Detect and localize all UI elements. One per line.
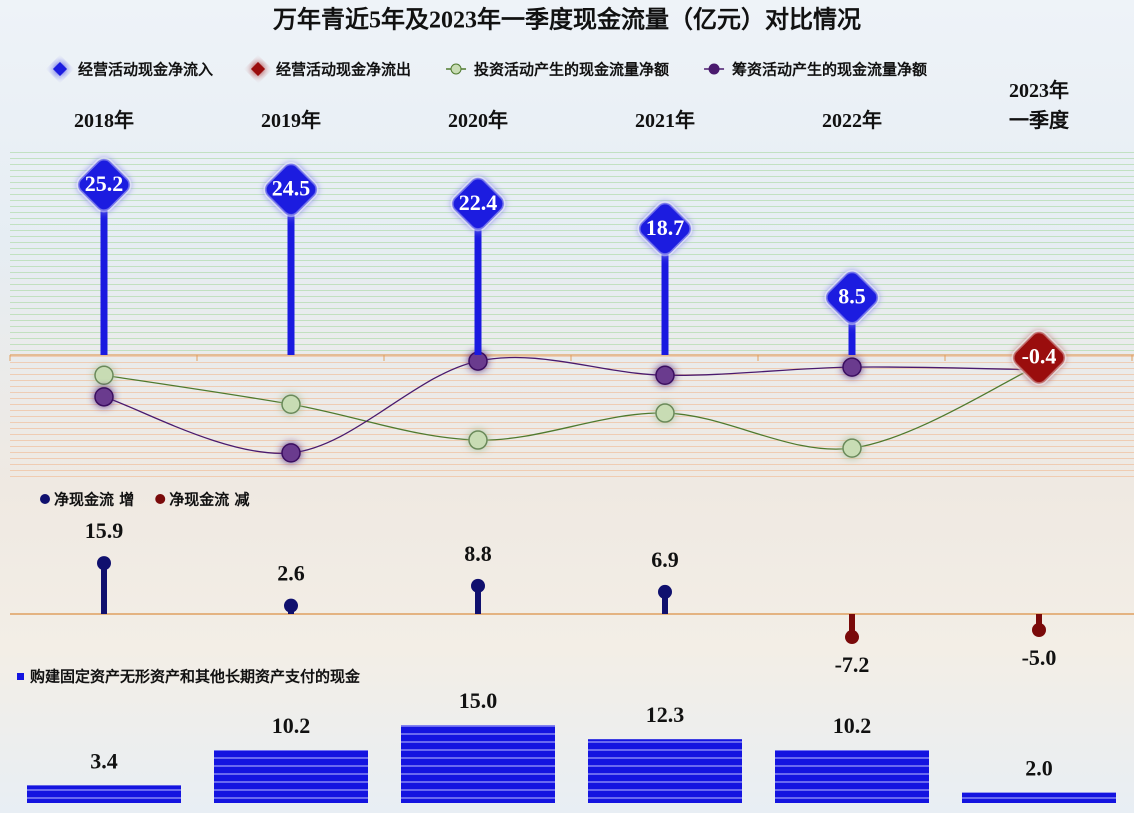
series-line: [103, 364, 1040, 450]
category-label: 2019年: [261, 110, 321, 132]
value-label: 8.5: [838, 284, 866, 309]
chart-title: 万年青近5年及2023年一季度现金流量（亿元）对比情况: [273, 6, 861, 34]
point: [655, 403, 675, 423]
legend-label: 购建固定资产无形资产和其他长期资产支付的现金: [30, 668, 361, 686]
legend-item: 净现金流 增: [40, 491, 134, 509]
diamond: [637, 201, 693, 257]
stem: [474, 203, 482, 355]
point: [468, 430, 488, 450]
legend-label: 净现金流 减: [169, 491, 249, 509]
legend-icon: [708, 63, 720, 75]
stem: [848, 297, 856, 355]
point: [655, 365, 675, 385]
category-label: 2023年 一季度: [1009, 80, 1069, 132]
legend-item: 经营活动现金净流出: [250, 61, 411, 79]
bar: [775, 750, 929, 803]
point: [281, 394, 301, 415]
value-label: 15.0: [459, 688, 498, 713]
bar: [214, 750, 368, 803]
category-label: 2020年: [448, 110, 508, 132]
bar: [588, 739, 742, 803]
value-label: 25.2: [85, 171, 124, 196]
diamond: [824, 270, 880, 326]
value-label: -5.0: [1022, 645, 1057, 670]
stem: [662, 591, 668, 614]
value-label: 3.4: [90, 748, 118, 773]
legend-icon: [450, 63, 462, 75]
value-label: 10.2: [833, 713, 872, 738]
legend-item: 投资活动产生的现金流量净额: [446, 61, 669, 79]
dot: [845, 630, 859, 645]
legend-label: 净现金流 增: [54, 491, 134, 509]
stem: [661, 228, 669, 355]
diamond: [263, 162, 319, 218]
stem: [1036, 614, 1042, 630]
value-label: 12.3: [646, 702, 685, 727]
value-label: 6.9: [651, 547, 679, 572]
dot: [471, 578, 485, 593]
dot: [658, 584, 672, 599]
value-label: 2.6: [277, 561, 305, 586]
series-line: [103, 356, 1040, 454]
bar: [27, 785, 181, 803]
legend-label: 经营活动现金净流出: [276, 61, 411, 79]
legend-label: 筹资活动产生的现金流量净额: [732, 61, 927, 79]
category-label: 2022年: [822, 110, 882, 132]
diamond: [76, 157, 132, 213]
legend-label: 投资活动产生的现金流量净额: [474, 61, 669, 79]
bar: [962, 792, 1116, 803]
point: [281, 443, 301, 463]
stem: [849, 614, 855, 638]
stem: [100, 184, 108, 355]
legend-icon: [155, 494, 166, 504]
value-label: 24.5: [272, 176, 311, 201]
value-label: 10.2: [272, 713, 311, 738]
value-label: 15.9: [85, 518, 124, 543]
value-label: 22.4: [459, 190, 498, 215]
diamond: [450, 176, 506, 232]
category-label: 2018年: [74, 110, 134, 132]
category-label: 2021年: [635, 110, 695, 132]
dot: [284, 598, 298, 613]
stem: [101, 563, 107, 614]
point: [842, 357, 862, 377]
point: [842, 438, 862, 458]
point: [94, 365, 114, 385]
value-label: 2.0: [1025, 756, 1053, 781]
value-label: 18.7: [646, 215, 685, 240]
dot: [1032, 623, 1046, 637]
legend-icon: [40, 494, 50, 504]
legend-label: 经营活动现金净流入: [78, 61, 213, 79]
legend-icon: [250, 61, 266, 77]
legend-icon: [52, 61, 68, 77]
dot: [97, 556, 111, 571]
diamond: [1011, 330, 1067, 386]
point: [94, 387, 114, 407]
value-label: -0.4: [1022, 344, 1057, 369]
legend-item: 购建固定资产无形资产和其他长期资产支付的现金: [17, 668, 361, 686]
legend-icon: [17, 673, 24, 680]
stem: [287, 189, 295, 355]
legend-item: 筹资活动产生的现金流量净额: [704, 61, 927, 79]
stem: [475, 585, 481, 614]
bar: [401, 725, 555, 803]
value-label: -7.2: [835, 652, 870, 677]
legend-item: 净现金流 减: [155, 491, 249, 509]
value-label: 8.8: [464, 541, 492, 566]
